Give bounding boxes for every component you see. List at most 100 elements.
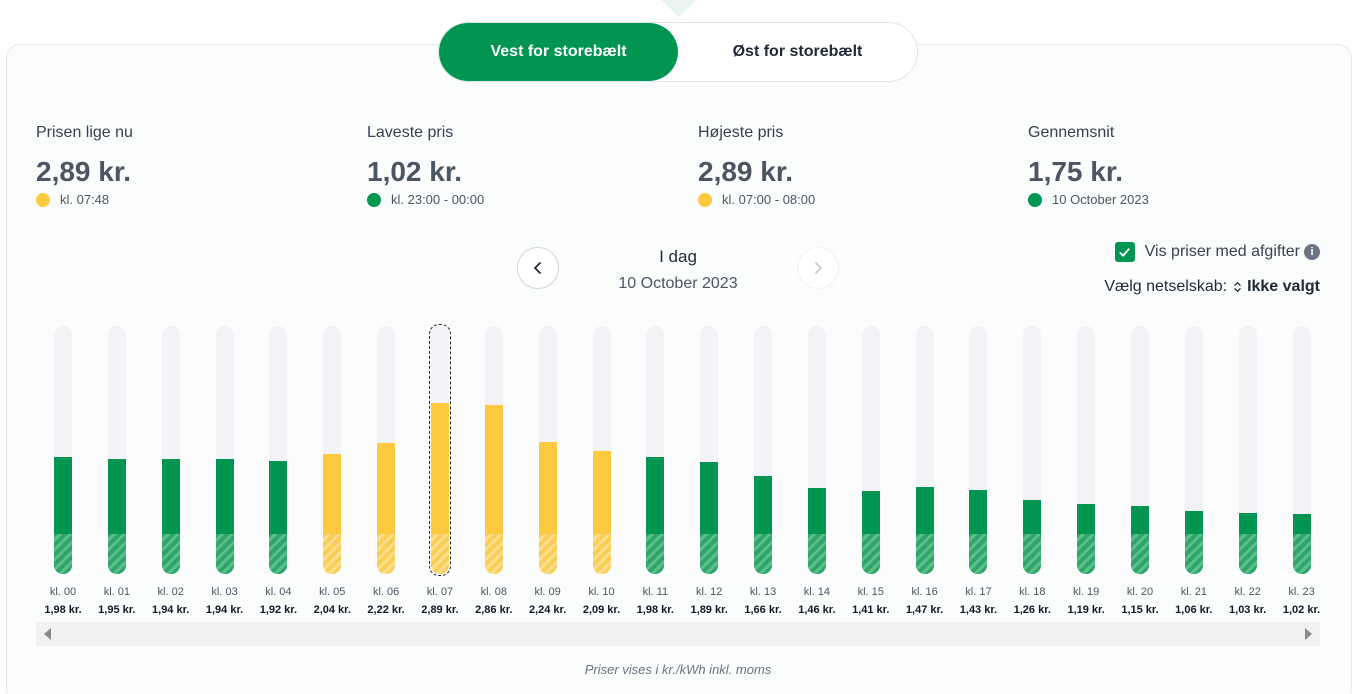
stat-sub: kl. 23:00 - 00:00 <box>391 192 485 207</box>
stat-sub: kl. 07:00 - 08:00 <box>722 192 816 207</box>
price-label: 1,92 kr. <box>259 604 298 616</box>
stat-value: 1,02 kr. <box>367 156 462 187</box>
price-label: 1,43 kr. <box>959 604 998 616</box>
fees-label: Vis priser med afgifter <box>1144 243 1300 260</box>
hour-label: kl. 06 <box>372 586 400 598</box>
price-label: 1,41 kr. <box>852 604 890 616</box>
hour-label: kl. 19 <box>1072 586 1100 598</box>
day-date: 10 October 2023 <box>618 275 738 292</box>
scroll-left-icon[interactable] <box>44 628 51 640</box>
bar-fee-portion <box>430 534 449 574</box>
price-label: 1,06 kr. <box>1175 604 1213 616</box>
stat-value: 1,75 kr. <box>1028 156 1123 187</box>
bar-fee-portion <box>484 534 503 574</box>
stat-sub: kl. 07:48 <box>60 192 110 207</box>
bar-fee-portion <box>754 534 773 574</box>
price-label: 1,89 kr. <box>690 604 728 616</box>
bar-fee-portion <box>54 534 72 574</box>
bar-track <box>1292 326 1311 574</box>
hour-label: kl. 08 <box>480 586 507 598</box>
hour-label: kl. 17 <box>965 586 992 598</box>
hour-label: kl. 00 <box>49 586 77 598</box>
hour-label: kl. 03 <box>211 586 238 598</box>
price-label: 2,04 kr. <box>313 604 351 616</box>
previous-day-button[interactable] <box>517 247 559 289</box>
next-day-button[interactable] <box>797 247 839 289</box>
bar-fee-portion <box>592 534 611 574</box>
bar-track <box>377 326 396 574</box>
bar-track <box>700 326 719 574</box>
hour-label: kl. 05 <box>319 586 346 598</box>
hour-label: kl. 15 <box>857 586 884 598</box>
stat-label: Laveste pris <box>367 124 454 141</box>
stat-label: Gennemsnit <box>1028 124 1115 141</box>
bar-track <box>915 326 934 574</box>
bar-track <box>161 326 180 574</box>
sort-arrows-icon <box>1234 282 1241 292</box>
region-east-button[interactable]: Øst for storebælt <box>732 43 863 60</box>
price-label: 1,95 kr. <box>98 604 136 616</box>
stat-label: Højeste pris <box>698 124 784 141</box>
net-company-label: Vælg netselskab: <box>1104 278 1228 295</box>
bar-fee-portion <box>1238 534 1257 574</box>
price-label: 2,24 kr. <box>528 604 567 616</box>
chevron-left-icon <box>534 262 541 274</box>
status-dot-icon <box>367 192 381 207</box>
stat-sub: 10 October 2023 <box>1052 192 1149 207</box>
bar-fee-portion <box>1077 534 1096 574</box>
info-icon[interactable]: i <box>1304 244 1320 260</box>
bar-track <box>538 326 557 574</box>
net-company-value: Ikke valgt <box>1247 278 1320 295</box>
bar-track <box>323 326 342 574</box>
hour-label: kl. 18 <box>1019 586 1046 598</box>
bar-fee-portion <box>538 534 557 574</box>
hour-label: kl. 10 <box>588 586 615 598</box>
price-label: 1,46 kr. <box>798 604 836 616</box>
hour-label: kl. 01 <box>103 586 130 598</box>
price-label: 1,02 kr. <box>1282 604 1321 616</box>
bar-fee-portion <box>915 534 934 574</box>
price-footnote: Priser vises i kr./kWh inkl. moms <box>584 662 772 677</box>
bar-track <box>754 326 773 574</box>
chart-scrollbar[interactable] <box>36 622 1320 646</box>
price-label: 1,26 kr. <box>1013 604 1051 616</box>
status-dot-icon <box>36 192 50 207</box>
bar-fee-portion <box>807 534 826 574</box>
price-label: 1,03 kr. <box>1229 604 1267 616</box>
price-label: 1,94 kr. <box>205 604 244 616</box>
bar-fee-portion <box>215 534 234 574</box>
bar-track <box>1184 326 1203 574</box>
hour-label: kl. 11 <box>642 586 669 598</box>
bar-track <box>107 326 126 574</box>
status-dot-icon <box>698 192 712 207</box>
hour-label: kl. 14 <box>803 586 831 598</box>
scroll-right-icon[interactable] <box>1305 628 1312 640</box>
price-label: 2,22 kr. <box>367 604 405 616</box>
bar-fee-portion <box>377 534 396 574</box>
stat-value: 2,89 kr. <box>698 156 793 187</box>
bar-track <box>1023 326 1042 574</box>
bar-fee-portion <box>161 534 180 574</box>
top-pointer <box>660 0 698 18</box>
hour-label: kl. 02 <box>157 586 184 598</box>
bar-fee-portion <box>1292 534 1311 574</box>
stat-current-price: Prisen lige nu 2,89 kr. kl. 07:48 <box>36 124 133 207</box>
region-toggle: Vest for storebælt Øst for storebælt <box>438 22 918 82</box>
net-company-select[interactable]: Ikke valgt <box>1233 278 1320 296</box>
bar-fee-portion <box>1023 534 1042 574</box>
hour-label: kl. 16 <box>911 586 938 598</box>
bar-fee-portion <box>323 534 342 574</box>
fees-checkbox[interactable] <box>1114 242 1135 262</box>
region-west-button[interactable]: Vest for storebælt <box>439 23 678 81</box>
bar-track <box>269 326 288 574</box>
bar-fee-portion <box>1184 534 1203 574</box>
hourly-price-chart: kl. 00 1,98 kr. kl. 01 1,95 kr. kl. 02 1,94 k… <box>36 324 1320 624</box>
price-label: 1,66 kr. <box>744 604 782 616</box>
fees-toggle: Vis priser med afgifter i <box>1114 242 1320 262</box>
price-label: 1,98 kr. <box>44 604 82 616</box>
hour-label: kl. 22 <box>1234 586 1261 598</box>
stat-average-price: Gennemsnit 1,75 kr. 10 October 2023 <box>1028 124 1149 207</box>
bar-track <box>969 326 988 574</box>
price-label: 1,47 kr. <box>905 604 944 616</box>
stat-value: 2,89 kr. <box>36 156 131 187</box>
